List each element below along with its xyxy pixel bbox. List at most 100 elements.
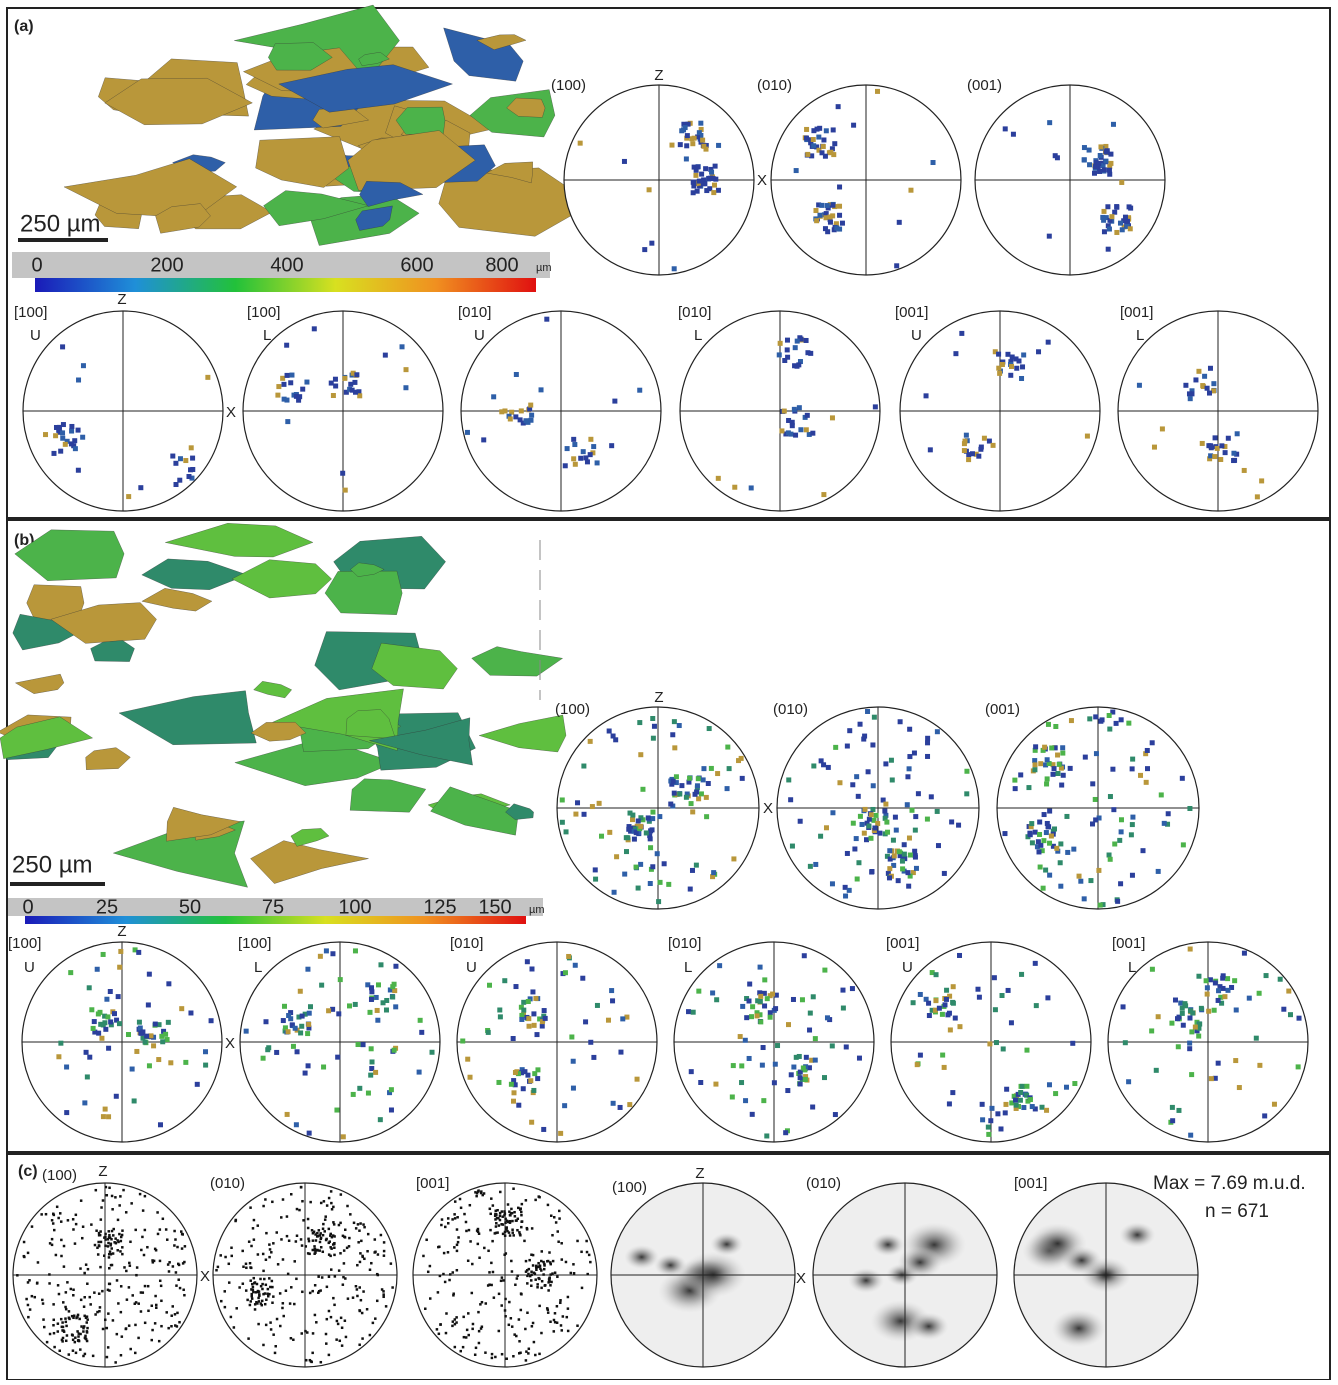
pole-point xyxy=(243,1028,249,1034)
pole-point xyxy=(177,477,183,483)
pole-point xyxy=(929,970,935,976)
pole-point xyxy=(368,1333,372,1337)
pole-point xyxy=(1254,494,1260,500)
pole-point xyxy=(1106,167,1112,173)
pole-point xyxy=(327,1309,331,1313)
pole-point xyxy=(823,215,829,221)
pole-point xyxy=(950,999,956,1005)
pole-point xyxy=(74,1351,78,1355)
pole-point xyxy=(293,1260,296,1263)
grain xyxy=(90,640,135,662)
pole-point xyxy=(428,1264,432,1268)
pole-point xyxy=(773,992,779,998)
pole-point xyxy=(134,1301,138,1304)
pole-point xyxy=(444,1331,448,1335)
pole-point xyxy=(612,398,618,404)
pole-point xyxy=(366,1232,370,1236)
pole-point xyxy=(804,412,810,418)
pole-point xyxy=(1100,902,1106,908)
pole-point xyxy=(551,1259,555,1263)
pole-point xyxy=(251,1288,255,1292)
pole-point xyxy=(870,742,876,748)
pole-point xyxy=(610,998,616,1004)
pole-point xyxy=(1047,808,1053,814)
pole-point xyxy=(1032,1106,1038,1112)
pole-point xyxy=(853,836,859,842)
pole-point xyxy=(1016,358,1022,364)
pole-point xyxy=(1032,747,1038,753)
pole-point xyxy=(272,1295,275,1298)
pole-point xyxy=(1222,994,1228,1000)
pole-point xyxy=(453,1318,457,1321)
pole-point xyxy=(282,1025,288,1031)
pole-point xyxy=(551,1233,554,1237)
pole-point xyxy=(56,1284,60,1287)
pole-point xyxy=(809,153,815,159)
pole-point xyxy=(16,1274,19,1277)
pole-point xyxy=(382,1249,386,1253)
pole-point xyxy=(540,1331,543,1335)
pole-point xyxy=(739,1080,745,1086)
pole-point xyxy=(339,1252,342,1255)
pole-point xyxy=(1118,817,1124,823)
pole-point xyxy=(110,1194,114,1198)
pole-point xyxy=(578,455,584,461)
pole-point xyxy=(262,1292,265,1296)
pole-point xyxy=(150,1338,154,1342)
pole-point xyxy=(642,247,648,253)
pole-point xyxy=(897,853,903,859)
pole-point xyxy=(821,137,827,143)
pole-point xyxy=(165,1311,168,1314)
pole-point xyxy=(762,1003,768,1009)
pole-point xyxy=(510,1207,513,1211)
pole-point xyxy=(69,423,75,429)
pole-point xyxy=(555,1321,559,1324)
pole-point xyxy=(559,1299,562,1302)
pole-point xyxy=(146,971,152,977)
pole-point xyxy=(503,1309,507,1312)
pole-point xyxy=(1038,761,1044,767)
pole-point xyxy=(837,212,843,218)
pole-point xyxy=(59,1317,63,1321)
pole-point xyxy=(271,1301,274,1304)
pole-point xyxy=(133,1302,137,1305)
pole-point xyxy=(286,1272,290,1276)
pole-point xyxy=(511,1090,517,1096)
pole-point xyxy=(1140,848,1146,854)
pole-point xyxy=(96,1030,102,1036)
pole-point xyxy=(925,740,931,746)
pole-point xyxy=(571,436,577,442)
pole-point xyxy=(713,176,719,182)
pole-point xyxy=(280,1018,286,1024)
axis-label: Z xyxy=(654,689,663,706)
pole-point xyxy=(306,1021,312,1027)
pole-point xyxy=(284,1111,290,1117)
pole-point xyxy=(704,188,710,194)
pole-point xyxy=(477,1329,481,1333)
pole-point xyxy=(622,871,628,877)
pole-point xyxy=(491,394,497,400)
pole-point xyxy=(747,981,753,987)
pole-point xyxy=(455,1268,459,1272)
pole-point xyxy=(111,1252,115,1255)
pole-point xyxy=(1187,1015,1193,1021)
pole-point xyxy=(271,1285,274,1289)
pole-point xyxy=(806,431,812,437)
pole-point xyxy=(280,1238,283,1241)
pole-point xyxy=(176,1311,179,1315)
pole-point xyxy=(782,357,788,363)
pole-point xyxy=(477,1310,480,1314)
pole-point xyxy=(391,1047,397,1053)
pole-point xyxy=(521,999,527,1005)
pole-title: (100) xyxy=(612,1179,647,1196)
pole-point xyxy=(131,1098,137,1104)
pole-point xyxy=(618,1049,624,1055)
pole-point xyxy=(319,1360,323,1364)
pole-point xyxy=(1215,1060,1221,1066)
pole-point xyxy=(255,1300,258,1304)
pole-point xyxy=(81,1225,85,1228)
pole-point xyxy=(141,1291,145,1294)
pole-point xyxy=(573,811,579,817)
pole-point xyxy=(168,1060,174,1066)
pole-point xyxy=(1107,171,1113,177)
